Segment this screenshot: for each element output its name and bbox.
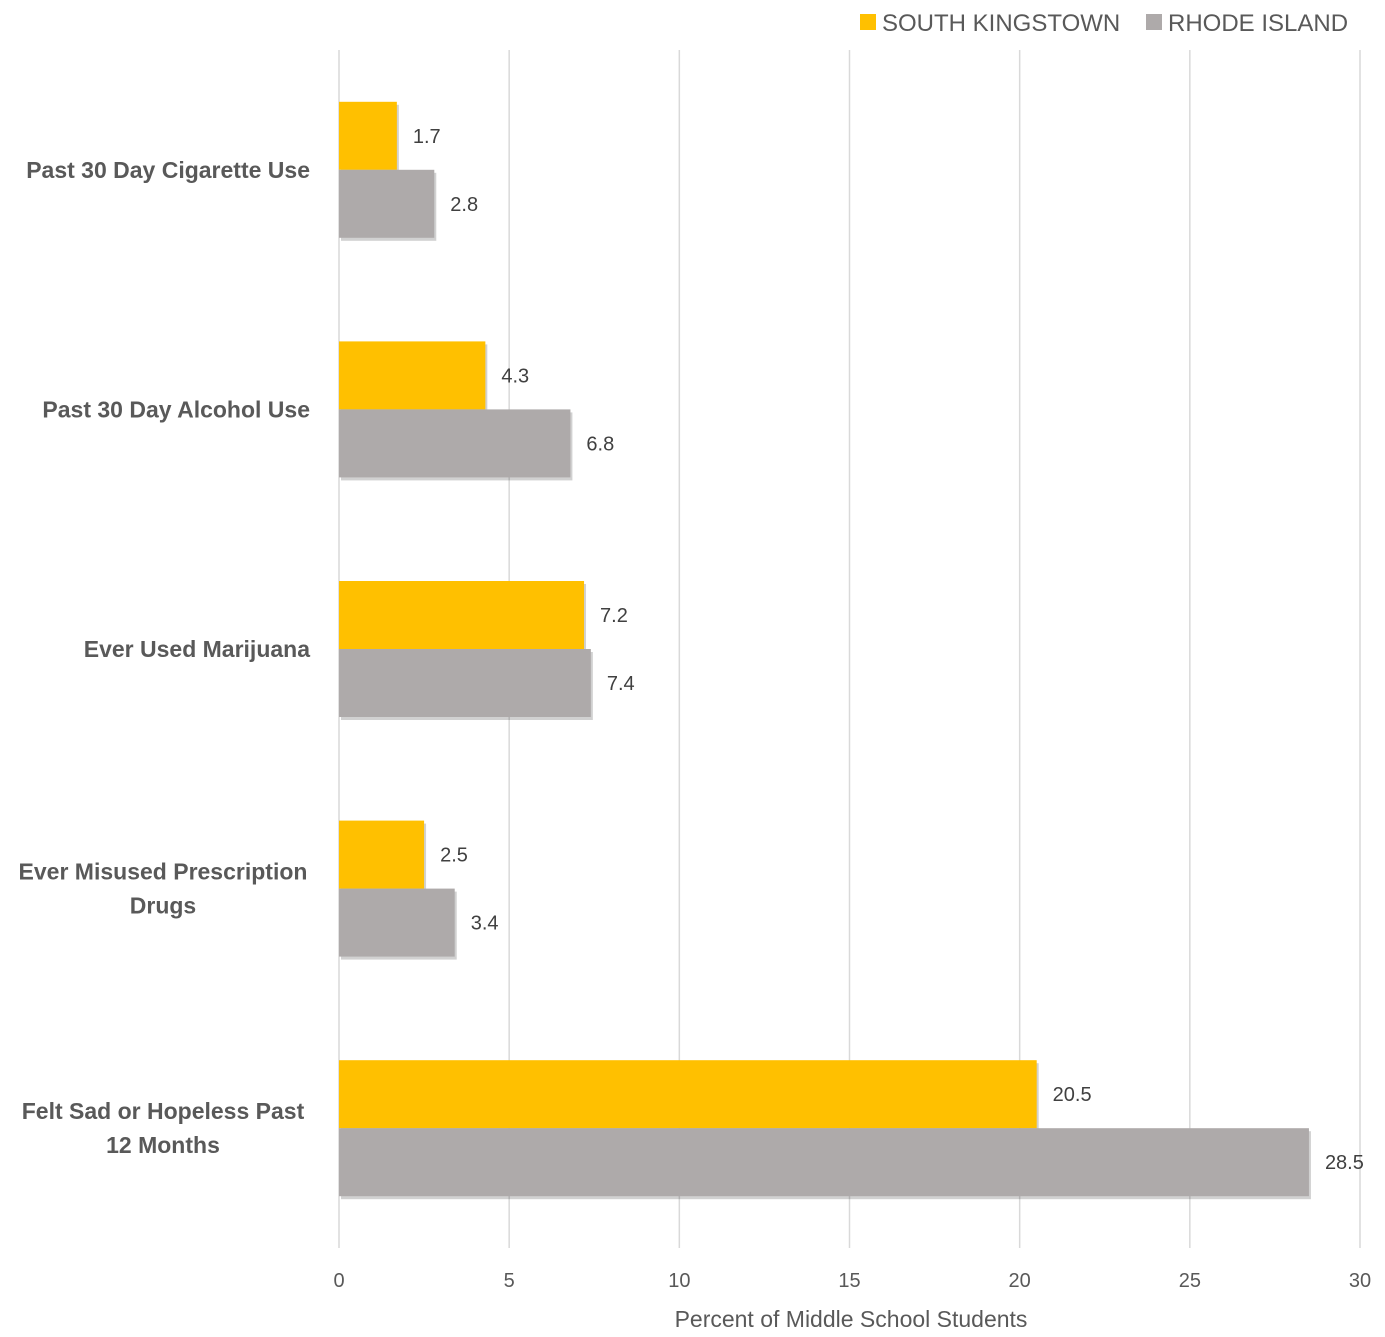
x-tick-label: 0	[333, 1270, 344, 1292]
data-label: 4.3	[501, 365, 529, 387]
bar	[339, 649, 591, 717]
data-label: 6.8	[586, 433, 614, 455]
bar	[339, 1060, 1037, 1129]
bar	[339, 341, 486, 410]
x-tick-label: 20	[1009, 1270, 1031, 1292]
gridlines	[338, 50, 1361, 1248]
bars	[339, 101, 1311, 1200]
category-label: Drugs	[130, 893, 196, 919]
category-label: 12 Months	[106, 1132, 220, 1158]
data-label: 3.4	[471, 913, 499, 935]
data-label: 2.5	[440, 845, 468, 867]
legend-label: RHODE ISLAND	[1168, 10, 1348, 37]
bar	[339, 820, 425, 889]
data-label: 1.7	[413, 126, 441, 148]
legend: SOUTH KINGSTOWN RHODE ISLAND	[860, 10, 1348, 37]
data-label: 2.8	[450, 194, 478, 216]
legend-swatch	[860, 14, 876, 30]
data-label: 28.5	[1325, 1152, 1364, 1174]
x-axis-ticks: 0 5 10 15 20 25 30	[333, 1270, 1371, 1292]
x-tick-label: 5	[504, 1270, 515, 1292]
category-label: Past 30 Day Cigarette Use	[26, 157, 310, 183]
bar	[339, 1128, 1309, 1197]
category-label: Past 30 Day Alcohol Use	[42, 396, 310, 422]
legend-swatch	[1146, 14, 1162, 30]
bar	[339, 581, 585, 649]
category-label: Ever Misused Prescription	[19, 859, 308, 885]
category-label: Felt Sad or Hopeless Past	[22, 1098, 305, 1124]
data-label: 20.5	[1053, 1084, 1092, 1106]
legend-label: SOUTH KINGSTOWN	[882, 10, 1120, 37]
x-tick-label: 10	[668, 1270, 690, 1292]
x-tick-label: 15	[838, 1270, 860, 1292]
x-tick-label: 25	[1179, 1270, 1201, 1292]
bar	[339, 101, 397, 170]
data-labels: 1.7 2.8 4.3 6.8 7.2 7.4 2.5 3.4 20.5 28.5	[413, 126, 1364, 1174]
x-axis-title: Percent of Middle School Students	[675, 1306, 1028, 1332]
category-labels: Past 30 Day Cigarette Use Past 30 Day Alc…	[19, 157, 311, 1158]
bar	[339, 409, 571, 478]
x-tick-label: 30	[1349, 1270, 1371, 1292]
bar	[339, 169, 435, 238]
data-label: 7.4	[607, 673, 635, 695]
bar	[339, 888, 455, 957]
category-label: Ever Used Marijuana	[84, 636, 310, 662]
data-label: 7.2	[600, 605, 628, 627]
